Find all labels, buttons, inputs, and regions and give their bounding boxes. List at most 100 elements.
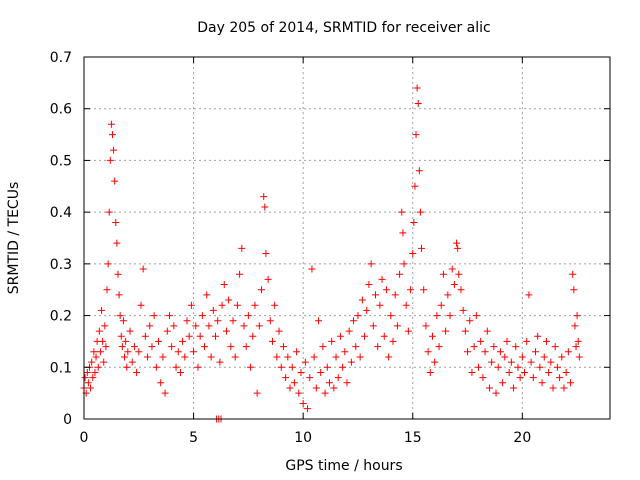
data-point <box>569 270 577 278</box>
data-point <box>137 301 145 309</box>
data-point <box>529 374 537 382</box>
data-point <box>363 306 371 314</box>
data-point <box>279 343 287 351</box>
data-point <box>83 368 91 376</box>
data-point <box>242 343 250 351</box>
data-point <box>512 343 520 351</box>
data-points <box>80 84 583 423</box>
data-point <box>253 389 261 397</box>
data-point <box>433 312 441 320</box>
data-point <box>345 327 353 335</box>
data-point <box>525 291 533 299</box>
data-point <box>212 332 219 340</box>
data-point <box>144 353 152 361</box>
data-point <box>179 337 187 345</box>
data-point <box>317 368 325 376</box>
data-point <box>262 250 270 258</box>
data-point <box>102 343 110 351</box>
data-point <box>468 368 476 376</box>
data-point <box>286 384 294 392</box>
y-tick-label: 0.6 <box>50 102 72 118</box>
data-point <box>361 332 369 340</box>
data-point <box>540 353 548 361</box>
plot-frame <box>83 56 611 420</box>
data-point <box>380 332 388 340</box>
data-point <box>225 296 233 304</box>
data-point <box>141 332 149 340</box>
data-point <box>255 322 263 330</box>
data-point <box>290 379 298 387</box>
data-point <box>247 363 255 371</box>
data-point <box>439 270 447 278</box>
data-point <box>155 337 163 345</box>
data-point <box>412 131 420 139</box>
data-point <box>299 399 307 407</box>
y-tick-label: 0.2 <box>50 309 72 325</box>
data-point <box>161 389 169 397</box>
data-point <box>399 229 407 237</box>
data-point <box>501 353 509 361</box>
data-point <box>123 363 131 371</box>
data-point <box>323 363 331 371</box>
data-point <box>165 312 173 320</box>
data-point <box>531 348 539 356</box>
data-point <box>556 374 564 382</box>
data-point <box>416 208 424 216</box>
data-point <box>295 389 303 397</box>
data-point <box>176 368 184 376</box>
data-point <box>382 286 390 294</box>
x-tick-label: 20 <box>513 430 531 446</box>
data-point <box>562 368 570 376</box>
data-point <box>503 337 511 345</box>
data-point <box>330 384 338 392</box>
data-point <box>376 301 384 309</box>
data-point <box>507 358 515 366</box>
data-point <box>371 291 379 299</box>
data-point <box>103 286 111 294</box>
data-point <box>146 322 154 330</box>
data-point <box>538 379 546 387</box>
y-tick-label: 0 <box>63 412 72 428</box>
data-point <box>88 358 96 366</box>
data-point <box>91 368 99 376</box>
data-point <box>494 363 502 371</box>
data-point <box>112 218 120 226</box>
data-point <box>400 260 408 268</box>
data-point <box>90 348 98 356</box>
data-point <box>89 374 97 382</box>
data-point <box>118 343 126 351</box>
data-point <box>124 348 132 356</box>
data-point <box>426 368 434 376</box>
y-tick-label: 0.4 <box>50 205 72 221</box>
data-point <box>523 337 531 345</box>
data-point <box>168 343 176 351</box>
data-point <box>418 244 426 252</box>
data-point <box>442 327 450 335</box>
data-point <box>148 343 156 351</box>
data-point <box>214 317 222 325</box>
data-point <box>284 353 292 361</box>
data-point <box>185 332 193 340</box>
data-point <box>356 353 364 361</box>
data-point <box>409 250 417 258</box>
data-point <box>527 358 535 366</box>
data-point <box>553 363 561 371</box>
data-point <box>545 368 553 376</box>
data-point <box>547 358 555 366</box>
data-point <box>564 348 572 356</box>
data-point <box>444 291 452 299</box>
data-point <box>365 281 373 289</box>
y-tick-labels: 0 0.1 0.2 0.3 0.4 0.5 0.6 0.7 <box>50 50 72 428</box>
data-point <box>183 317 191 325</box>
data-point <box>415 167 423 175</box>
data-point <box>282 374 290 382</box>
data-point <box>402 301 410 309</box>
data-point <box>94 363 102 371</box>
data-point <box>574 337 582 345</box>
data-point <box>190 348 198 356</box>
data-point <box>510 384 518 392</box>
data-point <box>108 131 116 139</box>
data-point <box>450 281 458 289</box>
data-point <box>130 343 138 351</box>
data-point <box>385 353 393 361</box>
